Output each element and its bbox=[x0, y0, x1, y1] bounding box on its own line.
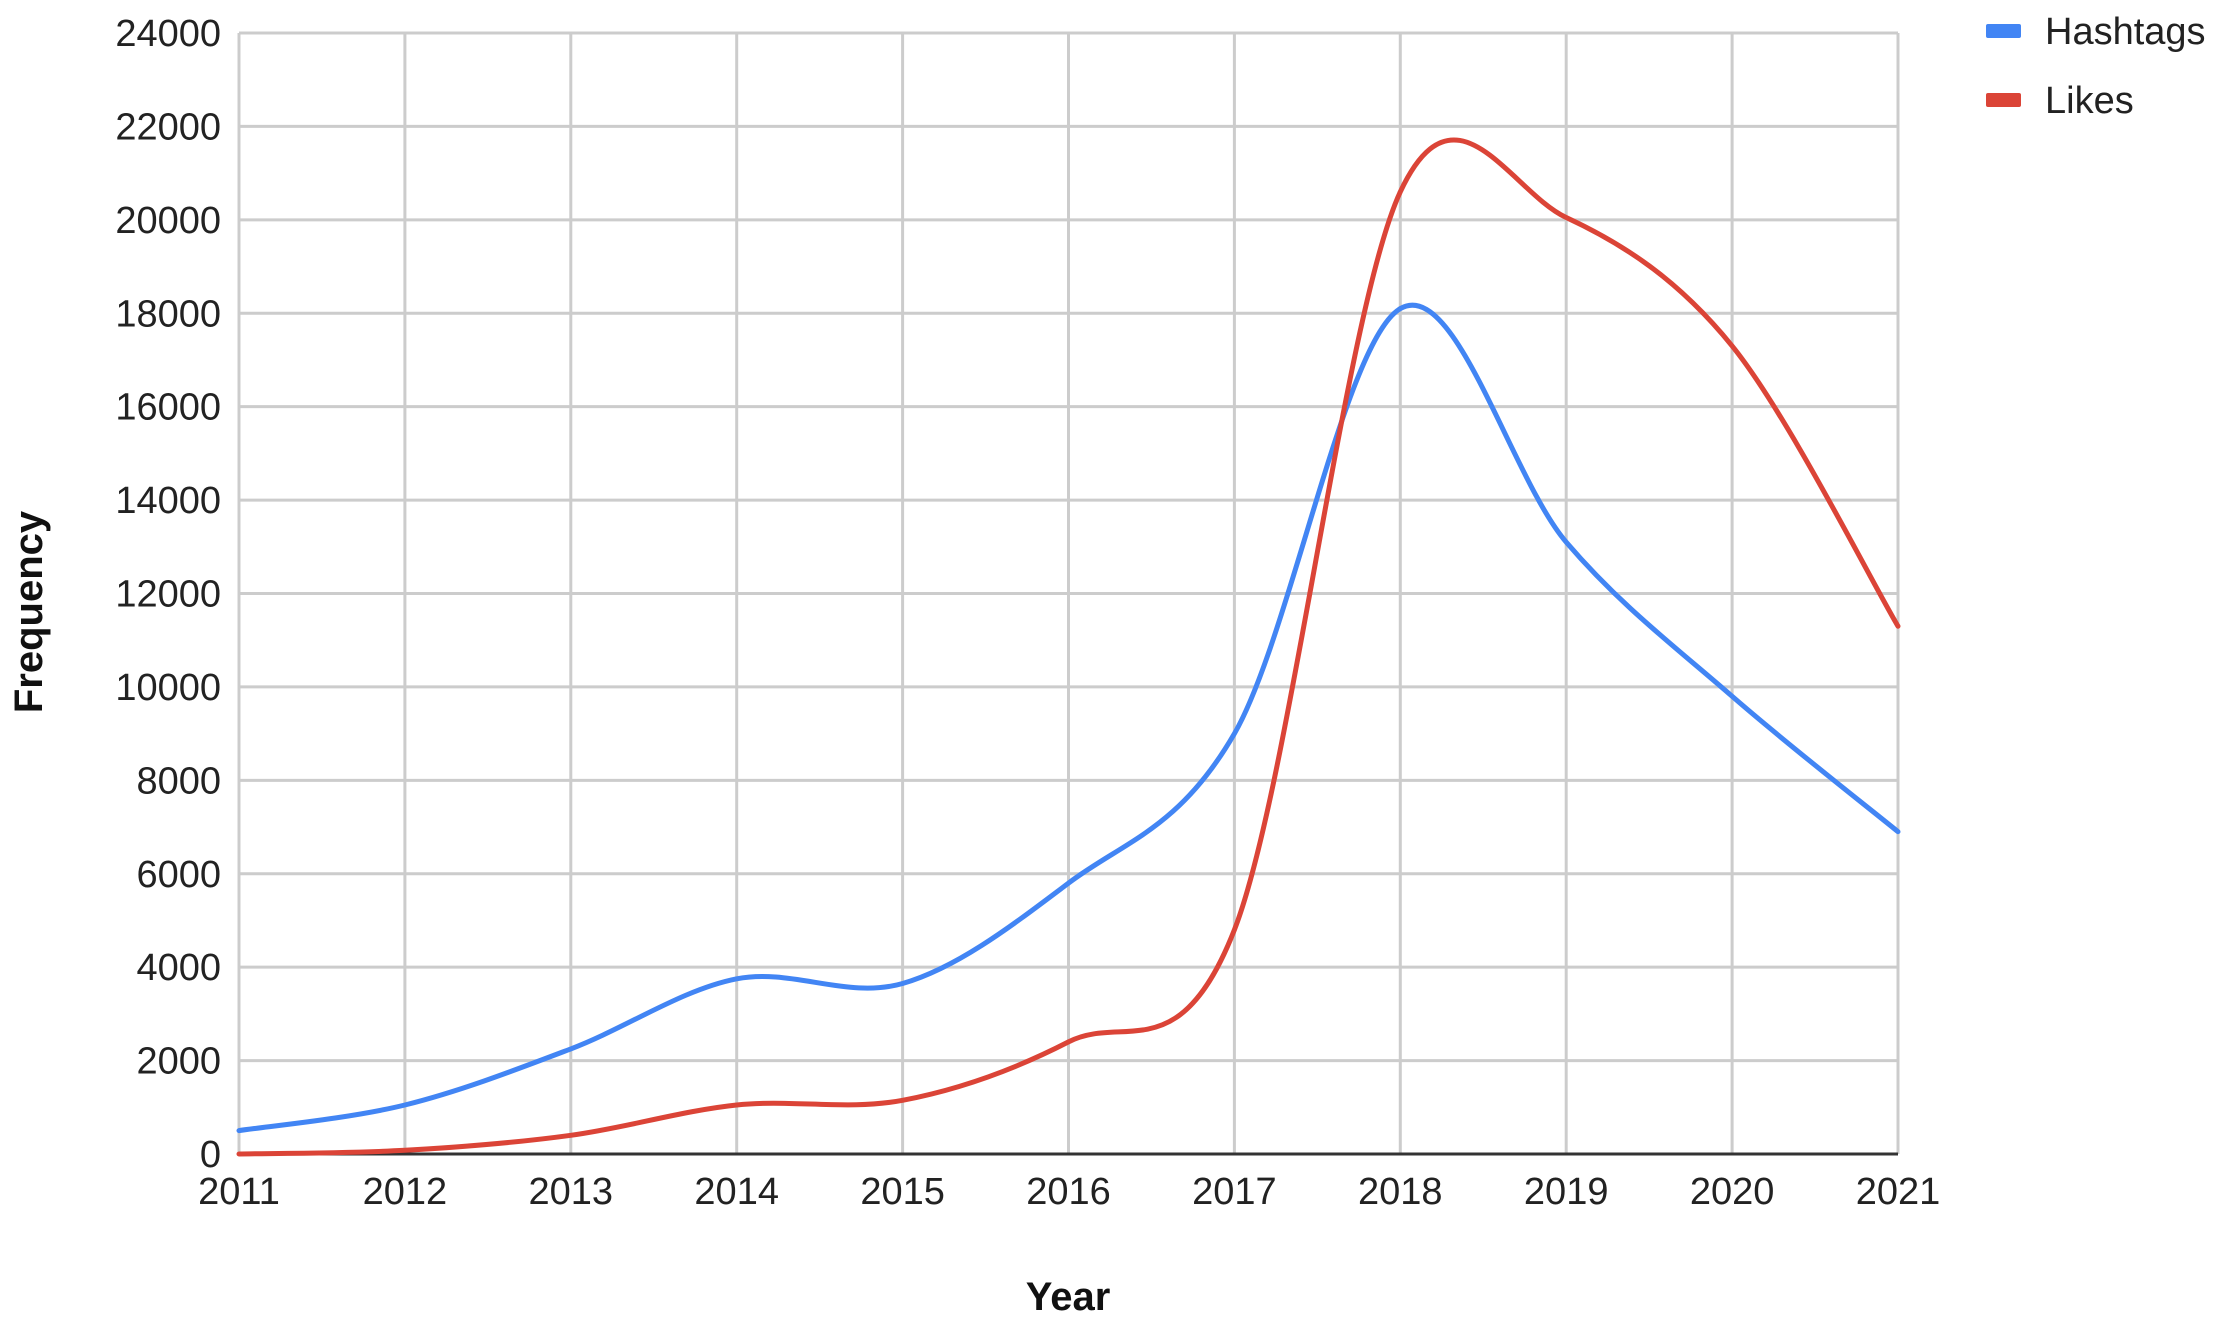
y-tick-label: 14000 bbox=[115, 480, 221, 522]
y-axis-ticks: 0 2000 4000 6000 8000 10000 12000 14000 16000 180… bbox=[115, 13, 221, 1176]
y-tick-label: 18000 bbox=[115, 293, 221, 335]
legend-label-hashtags: Hashtags bbox=[2045, 11, 2206, 53]
y-tick-label: 4000 bbox=[136, 947, 221, 989]
x-tick-label: 2015 bbox=[860, 1171, 945, 1213]
grid bbox=[237, 31, 1900, 1156]
y-tick-label: 16000 bbox=[115, 387, 221, 429]
x-axis-title: Year bbox=[1026, 1275, 1111, 1319]
legend: Hashtags Likes bbox=[1986, 11, 2206, 122]
y-tick-label: 2000 bbox=[136, 1041, 221, 1083]
series-line-likes bbox=[236, 137, 1901, 1157]
x-tick-label: 2021 bbox=[1856, 1171, 1941, 1213]
x-tick-label: 2011 bbox=[198, 1171, 280, 1213]
y-tick-label: 12000 bbox=[115, 574, 221, 616]
legend-swatch-hashtags bbox=[1986, 24, 2021, 38]
y-tick-label: 10000 bbox=[115, 667, 221, 709]
y-tick-label: 20000 bbox=[115, 200, 221, 242]
series-line-hashtags bbox=[236, 302, 1901, 1134]
x-tick-label: 2013 bbox=[529, 1171, 614, 1213]
x-tick-label: 2020 bbox=[1690, 1171, 1775, 1213]
x-axis-ticks: 2011 2012 2013 2014 2015 2016 2017 2018 2019 2020… bbox=[198, 1171, 1940, 1213]
y-tick-label: 6000 bbox=[136, 854, 221, 896]
x-tick-label: 2019 bbox=[1524, 1171, 1609, 1213]
x-tick-label: 2016 bbox=[1026, 1171, 1111, 1213]
legend-label-likes: Likes bbox=[2045, 80, 2134, 122]
x-tick-label: 2017 bbox=[1192, 1171, 1277, 1213]
x-tick-label: 2018 bbox=[1358, 1171, 1443, 1213]
series-lines bbox=[236, 137, 1901, 1157]
y-tick-label: 22000 bbox=[115, 106, 221, 148]
y-tick-label: 0 bbox=[200, 1134, 221, 1176]
y-tick-label: 24000 bbox=[115, 13, 221, 55]
y-tick-label: 8000 bbox=[136, 760, 221, 802]
y-axis-title: Frequency bbox=[7, 510, 51, 713]
x-tick-label: 2012 bbox=[363, 1171, 448, 1213]
legend-swatch-likes bbox=[1986, 93, 2021, 107]
x-tick-label: 2014 bbox=[694, 1171, 779, 1213]
